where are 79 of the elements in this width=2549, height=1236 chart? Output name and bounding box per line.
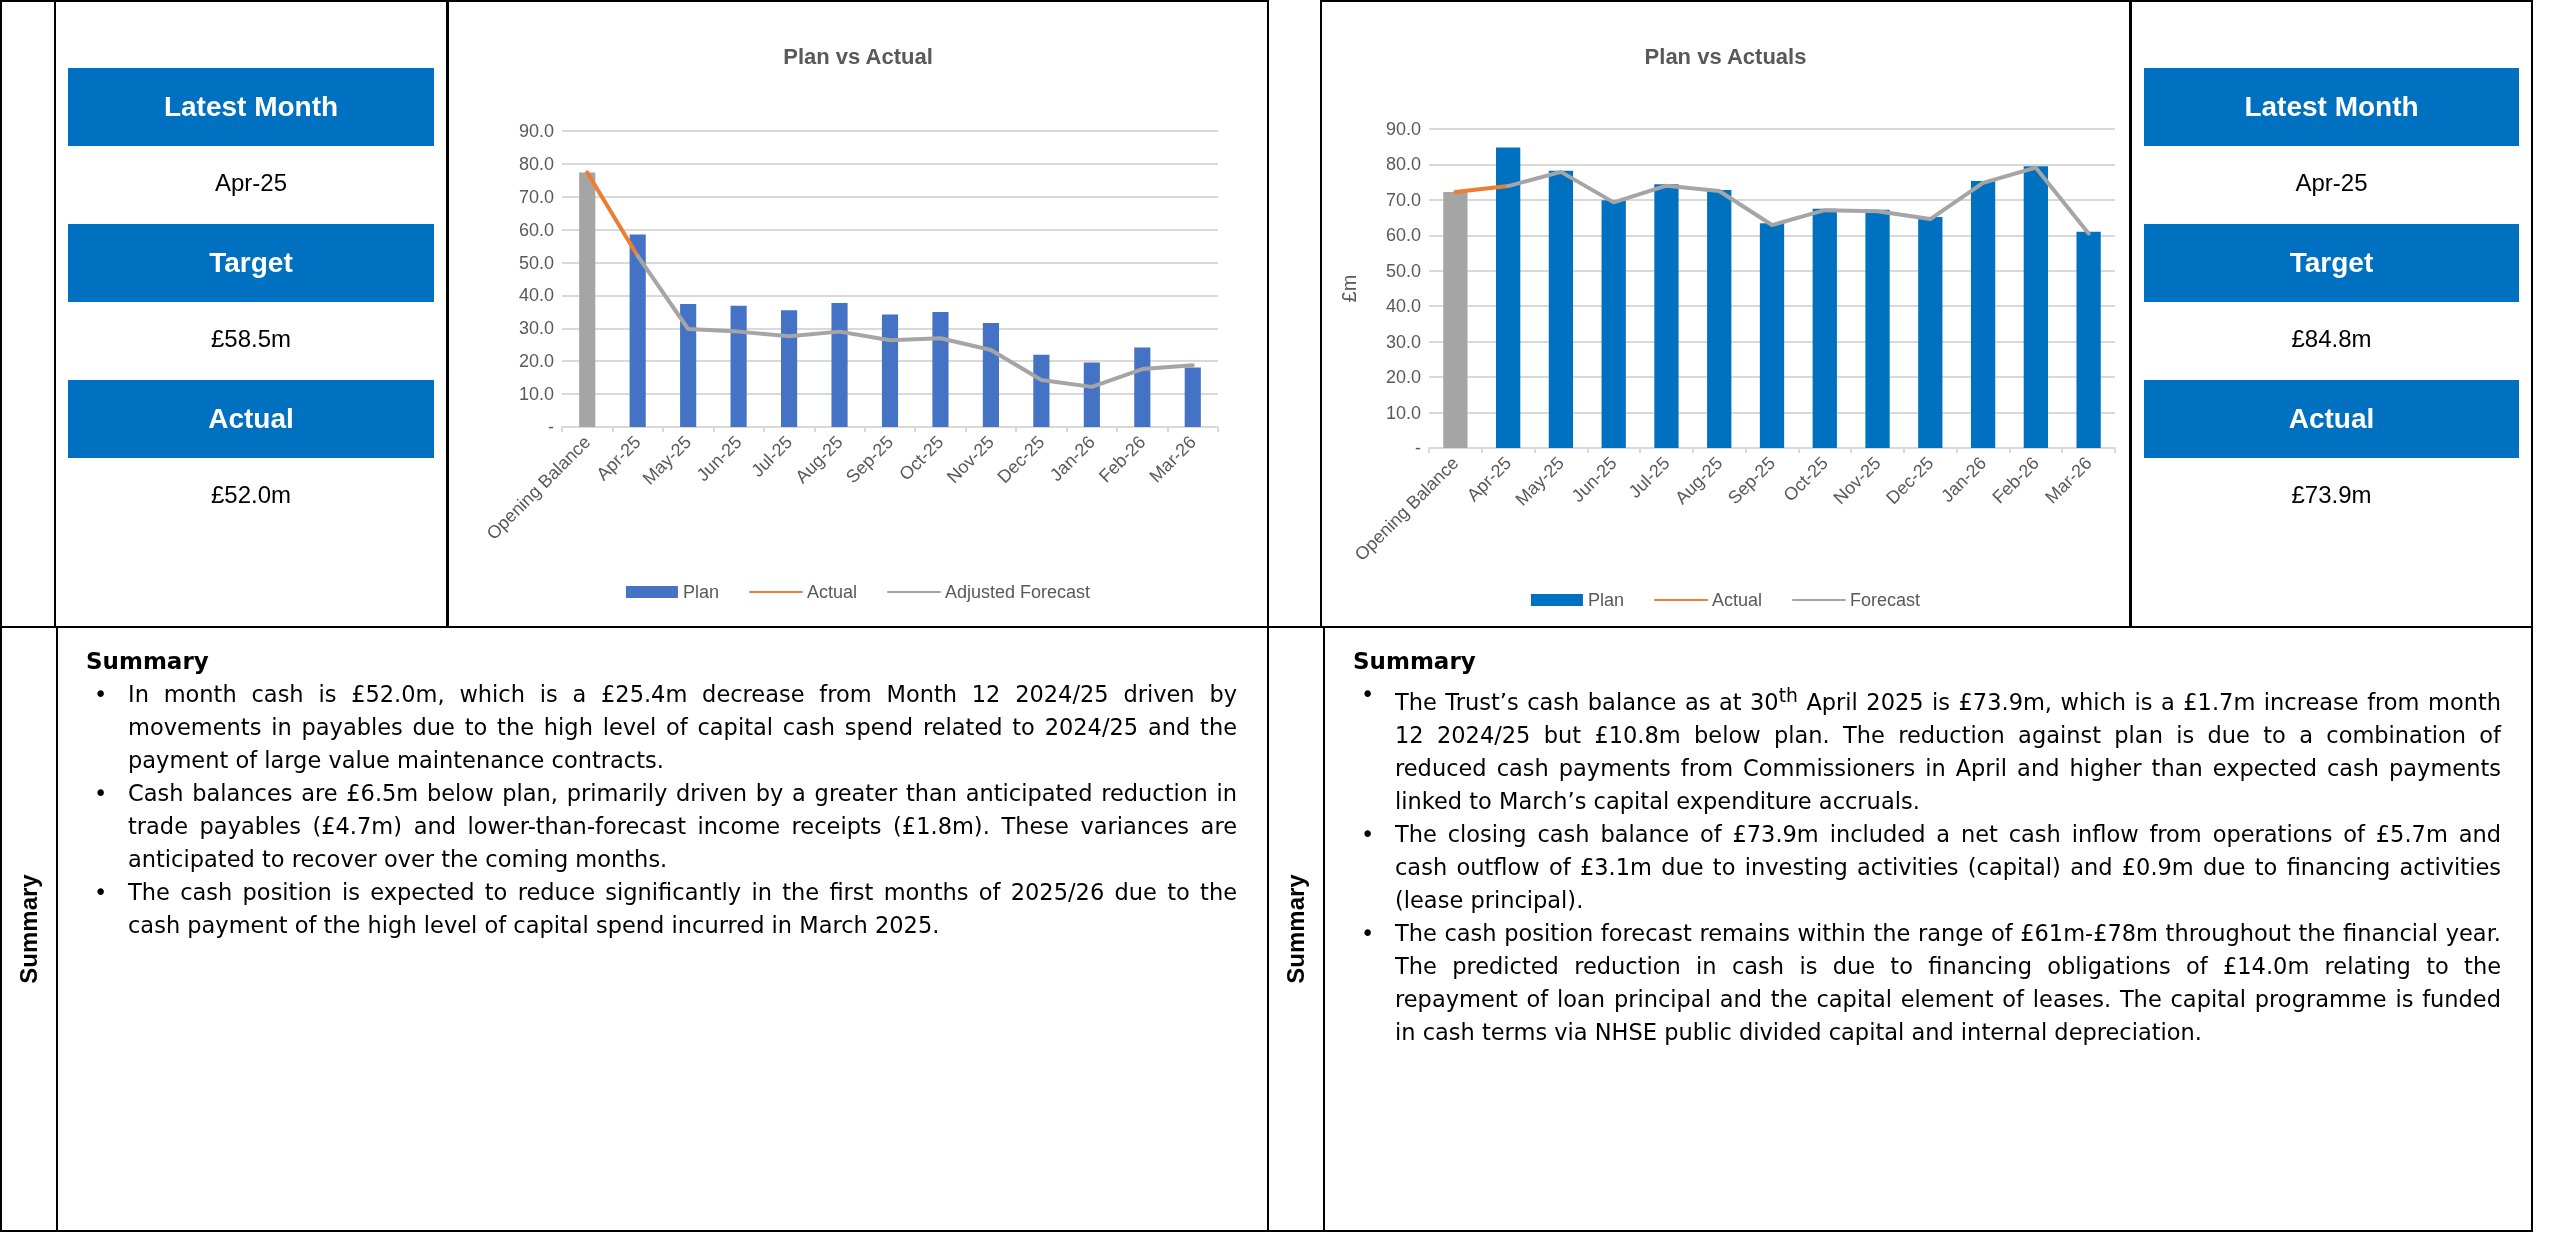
y-tick-label: 50.0 <box>518 252 554 273</box>
bar <box>1548 170 1574 448</box>
y-tick-label: 10.0 <box>1385 402 1421 423</box>
bar <box>1707 189 1732 448</box>
bar <box>680 304 697 427</box>
bar <box>2023 166 2048 448</box>
y-tick-label: 90.0 <box>518 121 554 141</box>
text: Actual <box>68 380 434 458</box>
y-tick-label: - <box>1415 438 1421 458</box>
legend-label: Actual <box>1711 590 1763 610</box>
y-tick-label: 40.0 <box>518 285 554 306</box>
bar <box>781 310 798 427</box>
text: • Cash balances are £6.5m below plan, primarily driven by a greater than anticipated reduction in trade payables (£4.7m) and lower-than-forecast income receipts (£1.8m). These variances are anticipated to recover over the coming months. <box>94 779 1237 872</box>
y-tick-label: 60.0 <box>1385 225 1421 246</box>
y-tick-label: 50.0 <box>1385 260 1421 281</box>
legend-label: Actual <box>806 582 857 602</box>
legend-label: Plan <box>682 582 719 602</box>
y-tick-label: 90.0 <box>1385 119 1421 139</box>
text: • The cash position is expected to reduce significantly in the first months of 2025/26 due to the cash payment of the high level of capital spend incurred in March 2025. <box>94 878 1237 938</box>
text: £73.9m <box>2290 480 2373 510</box>
y-tick-label: 10.0 <box>518 384 554 405</box>
text: Apr-25 <box>213 168 288 198</box>
y-tick-label: 60.0 <box>518 219 554 240</box>
bar <box>982 323 999 427</box>
bar <box>831 303 848 427</box>
bar <box>730 305 747 427</box>
text: Actual <box>2144 380 2519 458</box>
text: • In month cash is £52.0m, which is a £25.4m decrease from Month 12 2024/25 driven by movements in payables due to the high level of capital cash spend related to 2024/25 and the payment of large value maintenance contracts. <box>94 680 1237 773</box>
chart-title: Plan vs Actuals <box>1644 43 1807 69</box>
bar <box>2076 231 2101 448</box>
bar <box>1083 362 1100 427</box>
y-axis-title: £m <box>1338 274 1360 303</box>
bar <box>1184 367 1201 427</box>
y-tick-label: 70.0 <box>1385 189 1421 210</box>
y-tick-label: 80.0 <box>518 153 554 174</box>
bar <box>1654 184 1679 448</box>
legend-label: Adjusted Forecast <box>944 582 1091 602</box>
y-tick-label: 80.0 <box>1385 154 1421 175</box>
bar <box>1134 347 1151 427</box>
y-tick-label: 30.0 <box>1385 331 1421 352</box>
bar <box>1033 354 1050 427</box>
bar <box>1812 208 1837 448</box>
text: Summary <box>15 874 43 984</box>
bar <box>1759 223 1785 448</box>
legend-label: Forecast <box>1850 590 1921 610</box>
text: £58.5m <box>209 324 293 354</box>
text: • The cash position forecast remains within the range of £61m-£78m throughout the financial year. The predicted reduction in cash is due to financing obligations of £14.0m relating to the repayment of loan principal and the capital element of leases. The capital programme is funded in cash terms via NHSE public divided capital and internal depreciation. <box>1361 918 2501 1045</box>
text: Summary <box>1282 874 1310 984</box>
bar <box>629 234 646 427</box>
bar <box>932 311 949 427</box>
bar <box>1601 200 1626 448</box>
text: Latest Month <box>2144 68 2519 146</box>
bar <box>1865 209 1890 448</box>
y-tick-label: 20.0 <box>518 351 554 372</box>
line-series <box>635 253 1195 389</box>
text: Latest Month <box>68 68 434 146</box>
y-tick-label: 70.0 <box>518 186 554 207</box>
bar <box>1496 147 1521 448</box>
line-series <box>1506 165 2091 236</box>
bar <box>579 172 596 427</box>
text: Summary <box>86 648 210 674</box>
text: Target <box>68 224 434 302</box>
y-tick-label: 30.0 <box>518 318 554 339</box>
text: Apr-25 <box>2294 168 2369 198</box>
text: Summary <box>1353 648 1477 674</box>
bar <box>881 314 899 427</box>
y-tick-label: - <box>548 417 554 437</box>
chart-title: Plan vs Actual <box>783 43 933 69</box>
text: • The closing cash balance of £73.9m included a net cash inflow from operations of £5.7m and cash outflow of £3.1m due to investing activities (capital) and £0.9m due to financing activities (lease principal). <box>1361 819 2501 913</box>
bar <box>1918 216 1943 448</box>
text: • The Trust’s cash balance as at 30$^{th}$ April 2025 is £73.9m, which is a £1.7m increase from month 12 2024/25 but £10.8m below plan. The reduction against plan is due to a combination of reduced cash payments from Commissioners in April and higher than expected cash payments linked to March’s capital expenditure accruals. <box>1361 680 2502 814</box>
y-tick-label: 40.0 <box>1385 296 1421 317</box>
bar <box>1970 181 1996 448</box>
bar <box>1443 192 1468 448</box>
text: £84.8m <box>2290 324 2373 354</box>
y-tick-label: 20.0 <box>1385 367 1421 388</box>
text: £52.0m <box>209 480 293 510</box>
legend-label: Plan <box>1587 590 1624 610</box>
text: Target <box>2144 224 2519 302</box>
